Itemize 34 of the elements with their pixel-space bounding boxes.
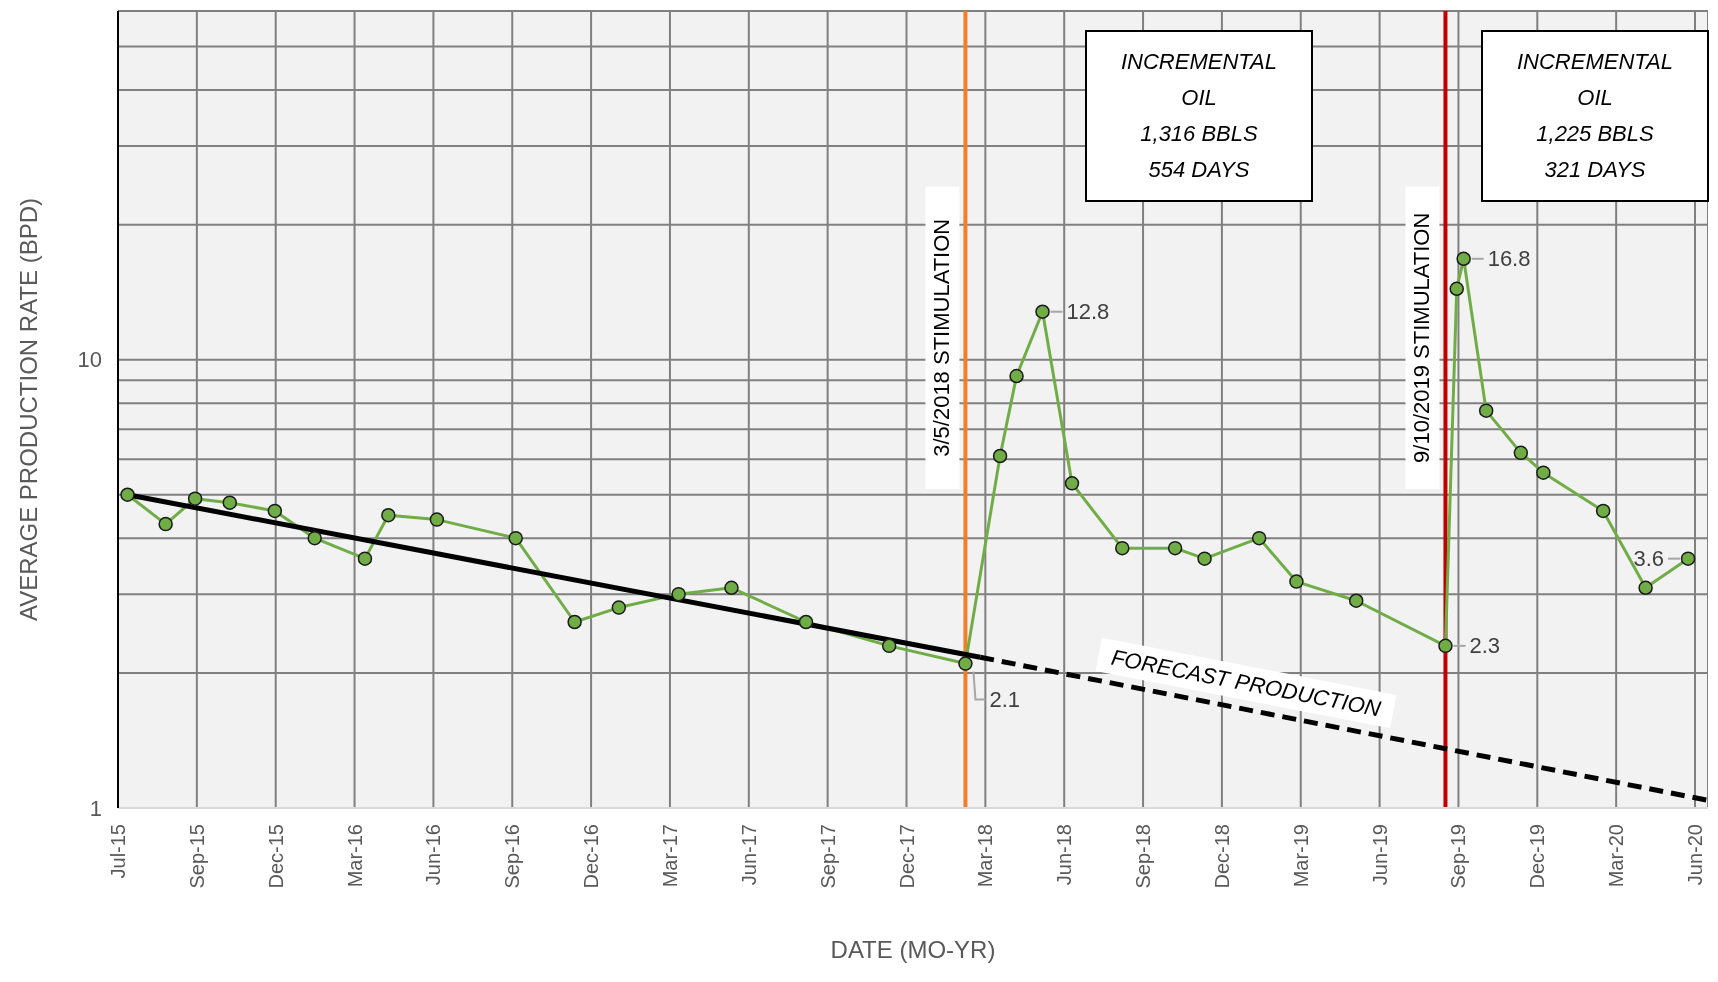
text-box: INCREMENTAL OIL 1,316 BBLS 554 DAYS (1085, 30, 1313, 202)
x-tick-label: Jun-16 (422, 824, 445, 886)
x-tick-label: Mar-20 (1605, 824, 1628, 888)
data-label: 3.6 (1633, 546, 1665, 572)
text-box: INCREMENTAL OIL 1,225 BBLS 321 DAYS (1481, 30, 1709, 202)
x-tick-label: Sep-17 (816, 824, 839, 889)
x-tick-label: Mar-16 (343, 824, 366, 888)
ref-line-label: 3/5/2018 STIMULATION (928, 218, 954, 457)
x-tick-label: Dec-18 (1210, 824, 1233, 889)
y-axis-title: AVERAGE PRODUCTION RATE (BPD) (14, 197, 42, 622)
x-tick-label: Jun-18 (1053, 824, 1076, 886)
y-tick-label: 1 (89, 795, 102, 821)
x-tick-label: Jul-15 (107, 824, 129, 879)
y-tick-label: 10 (77, 347, 102, 373)
x-tick-label: Sep-15 (185, 824, 208, 889)
x-tick-label: Mar-18 (974, 824, 997, 888)
data-label: 16.8 (1487, 246, 1531, 272)
x-tick-label: Dec-19 (1526, 824, 1549, 889)
ref-line-label: 9/10/2019 STIMULATION (1408, 212, 1434, 463)
x-tick-label: Dec-16 (580, 824, 603, 889)
data-label: 2.3 (1469, 633, 1501, 659)
x-tick-label: Dec-15 (264, 824, 287, 889)
data-label: 2.1 (989, 687, 1021, 713)
x-tick-label: Jun-20 (1684, 824, 1706, 886)
x-tick-label: Dec-17 (895, 824, 918, 889)
x-tick-label: Sep-18 (1132, 824, 1155, 889)
x-tick-label: Sep-16 (501, 824, 524, 889)
x-tick-label: Mar-17 (658, 824, 681, 888)
x-axis-title: DATE (MO-YR) (830, 936, 996, 963)
x-tick-label: Sep-19 (1447, 824, 1470, 889)
x-tick-label: Jun-19 (1368, 824, 1391, 886)
x-tick-label: Mar-19 (1289, 824, 1312, 888)
x-tick-label: Jun-17 (737, 824, 760, 886)
data-label: 12.8 (1066, 299, 1110, 325)
